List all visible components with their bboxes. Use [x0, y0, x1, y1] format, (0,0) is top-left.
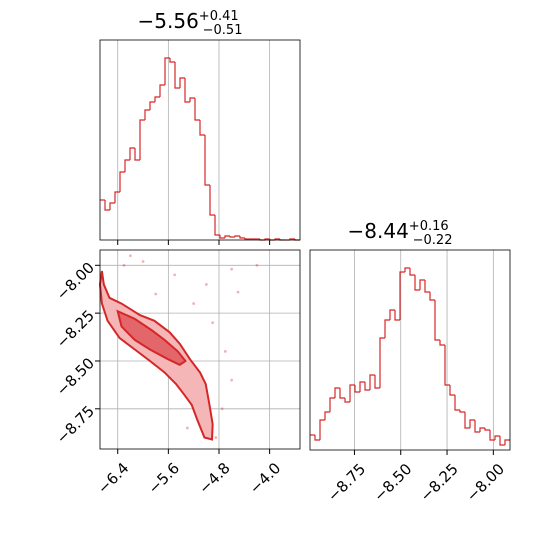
title-upper: +0.41	[199, 9, 239, 24]
contour	[98, 270, 214, 441]
histogram-step	[119, 171, 125, 192]
histogram-step	[499, 436, 505, 446]
histogram-step	[179, 77, 185, 88]
histogram-step	[239, 236, 245, 239]
histogram-step	[224, 235, 230, 238]
histogram-step	[209, 185, 215, 216]
title-value: −8.44	[348, 219, 409, 243]
contour	[116, 309, 187, 366]
histogram-step	[194, 98, 200, 121]
histogram-step	[454, 395, 460, 411]
histogram-step	[389, 309, 395, 320]
histogram-step	[204, 135, 210, 186]
histogram-step	[169, 58, 175, 63]
sample-point	[236, 290, 240, 294]
histogram-step	[144, 109, 150, 120]
sample-point	[255, 263, 259, 267]
histogram-step	[449, 385, 455, 396]
histogram-step	[369, 374, 375, 390]
histogram-step	[324, 411, 330, 420]
sample-point	[173, 273, 177, 277]
histogram-step	[439, 340, 445, 346]
histogram-step	[164, 57, 170, 85]
histogram-step	[109, 202, 115, 210]
histogram-step	[229, 236, 235, 238]
axes-frame	[99, 39, 301, 241]
histogram-step	[244, 238, 250, 240]
title-upper: +0.16	[409, 219, 449, 234]
histogram-step	[329, 397, 335, 412]
histogram-step	[399, 271, 405, 320]
histogram-step	[404, 267, 410, 272]
sample-point	[220, 407, 224, 411]
histogram-step	[469, 419, 475, 428]
panel-title: −8.44+0.16 −0.22	[348, 219, 453, 248]
histogram-step	[429, 292, 435, 301]
histogram-step	[359, 381, 365, 392]
sample-point	[230, 267, 234, 271]
histogram-step	[199, 120, 205, 136]
title-lower: −0.51	[203, 23, 243, 38]
histogram-step	[464, 412, 470, 429]
sample-point	[211, 321, 215, 325]
histogram-step	[354, 385, 360, 393]
sample-point	[185, 426, 189, 430]
histogram-step	[349, 384, 355, 402]
sample-point	[122, 263, 126, 267]
histogram-step	[374, 375, 380, 389]
title-value: −5.56	[138, 9, 199, 33]
histogram-step	[379, 337, 385, 388]
histogram-step	[234, 235, 240, 237]
histogram-step	[339, 388, 345, 399]
histogram-step	[364, 382, 370, 391]
histogram-step	[319, 419, 325, 440]
histogram-step	[154, 96, 160, 102]
histogram-step	[114, 191, 120, 203]
histogram-step	[494, 435, 500, 440]
histogram-step	[414, 275, 420, 291]
histogram-step	[489, 430, 495, 441]
histogram-step	[424, 280, 430, 293]
sample-point	[154, 292, 158, 296]
histogram-step	[104, 200, 110, 211]
histogram-step	[174, 62, 180, 89]
histogram-step	[124, 159, 130, 172]
histogram-step	[484, 428, 490, 431]
histogram-step	[219, 235, 225, 239]
sample-point	[128, 254, 132, 258]
histogram-step	[314, 435, 320, 441]
histogram-step	[434, 300, 440, 341]
axes-frame	[309, 249, 511, 451]
histogram-step	[149, 101, 155, 110]
histogram-step	[139, 119, 145, 160]
title-lower: −0.22	[413, 233, 453, 248]
histogram-step	[394, 310, 400, 321]
histogram-step	[344, 398, 350, 403]
histogram-step	[134, 148, 140, 161]
axes-frame	[99, 249, 301, 450]
sample-point	[192, 302, 196, 305]
histogram-step	[444, 345, 450, 386]
sample-point	[141, 260, 145, 263]
histogram-step	[504, 439, 510, 445]
histogram-step	[409, 268, 415, 276]
histogram-step	[189, 97, 195, 102]
histogram-step	[479, 427, 485, 432]
histogram-step	[214, 215, 220, 236]
histogram-step	[384, 319, 390, 338]
sample-point	[230, 378, 234, 382]
sample-point	[223, 350, 227, 353]
panel-title: −5.56+0.41 −0.51	[138, 9, 243, 38]
histogram-step	[159, 84, 165, 97]
sample-point	[204, 283, 208, 286]
sample-point	[214, 436, 218, 439]
histogram-step	[129, 147, 135, 160]
histogram-step	[459, 410, 465, 413]
histogram-step	[184, 78, 190, 103]
histogram-step	[474, 420, 480, 433]
histogram-step	[334, 387, 340, 398]
histogram-step	[419, 279, 425, 290]
